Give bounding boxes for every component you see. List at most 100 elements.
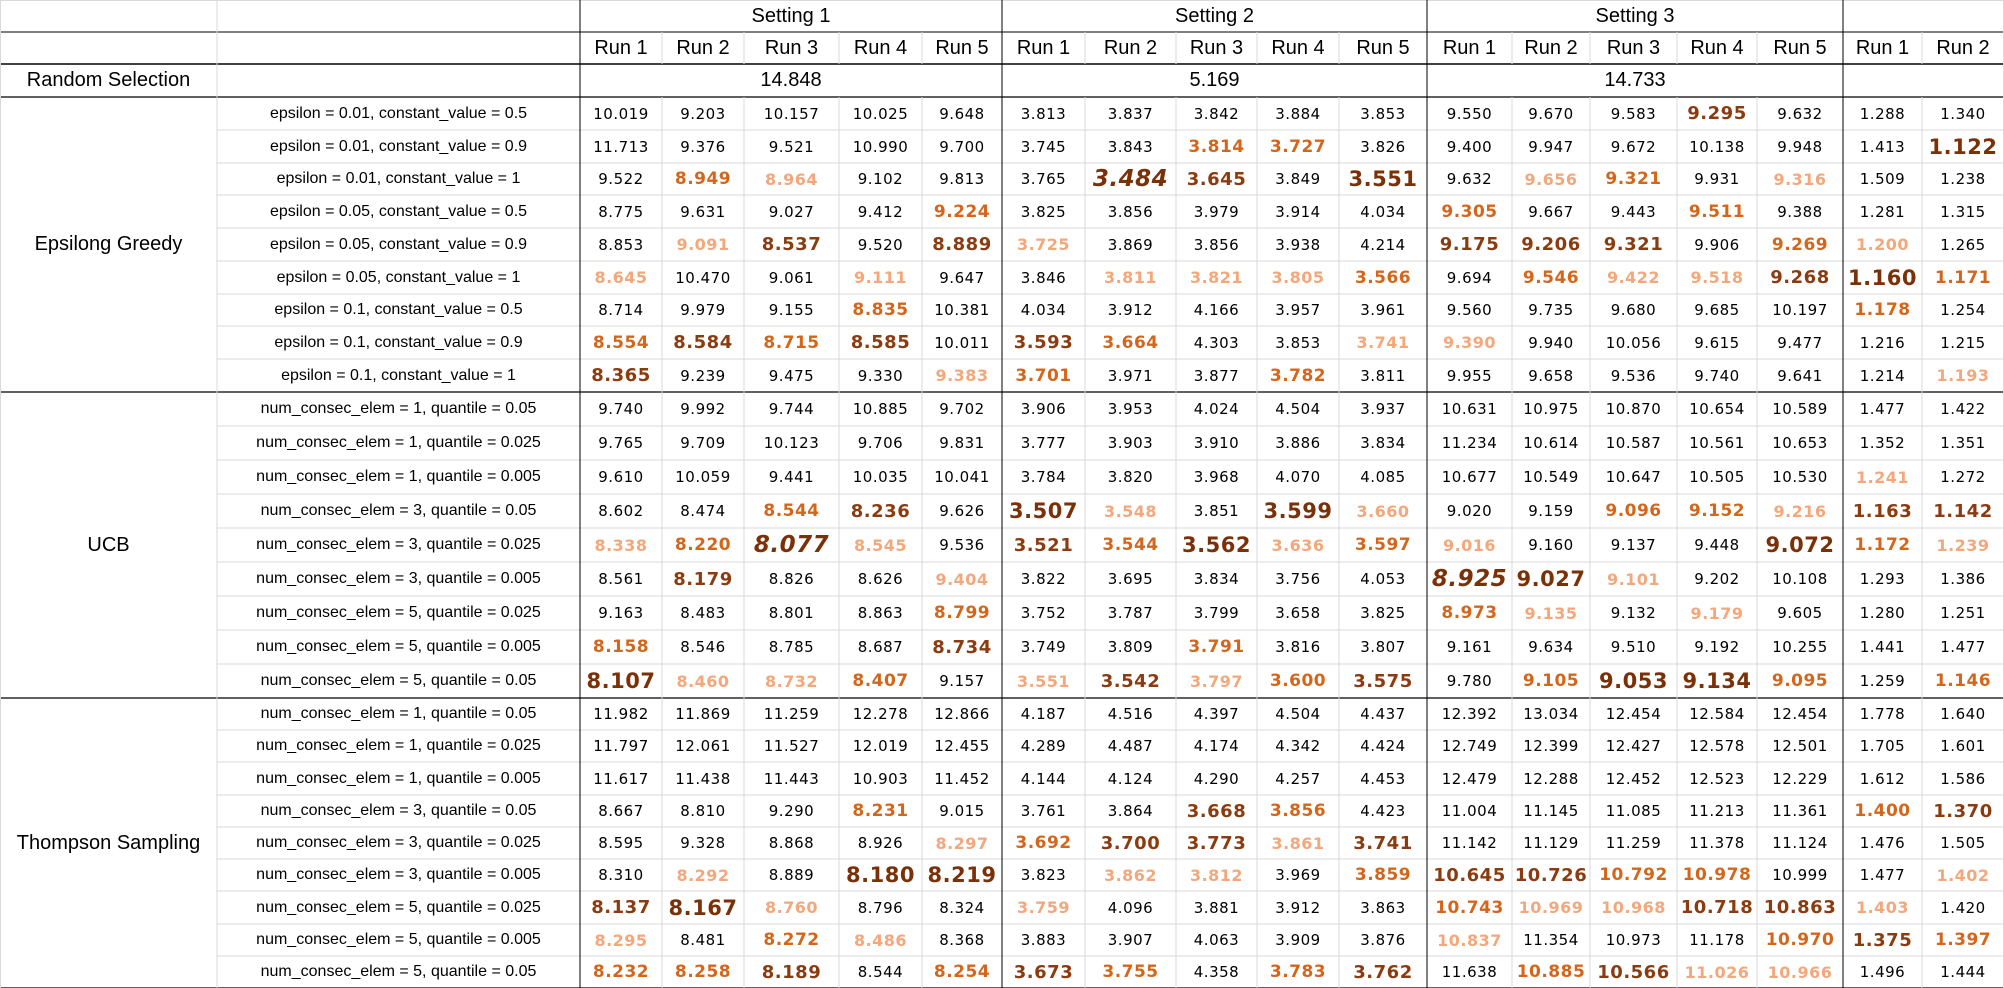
table-cell: 3.548 (1103, 501, 1158, 521)
table-cell: 3.725 (1016, 235, 1071, 254)
table-cell: 1.612 (1859, 769, 1906, 788)
table-cell: 3.823 (1020, 866, 1067, 884)
table-cell: 9.095 (1771, 671, 1829, 691)
table-cell: 10.123 (763, 434, 820, 452)
table-cell: 1.477 (1940, 638, 1986, 656)
table-cell: 10.966 (1767, 962, 1833, 982)
table-cell: 9.027 (1516, 567, 1586, 591)
table-cell: 9.955 (1446, 366, 1493, 385)
run-header: Run 5 (1773, 36, 1827, 59)
table-cell: 9.295 (1687, 103, 1747, 124)
table-cell: 3.636 (1271, 535, 1325, 555)
table-cell: 3.979 (1193, 202, 1240, 221)
table-cell: 9.626 (939, 502, 985, 520)
table-cell: 3.938 (1275, 235, 1321, 254)
table-cell: 11.085 (1605, 802, 1662, 820)
table-cell: 9.680 (1610, 301, 1657, 319)
table-cell: 12.454 (1605, 705, 1662, 723)
table-cell: 3.861 (1271, 833, 1325, 853)
run-header: Run 1 (594, 36, 648, 59)
table-cell: 3.849 (1275, 170, 1321, 188)
table-cell: 10.975 (1523, 400, 1579, 418)
table-cell: 1.238 (1940, 170, 1986, 188)
table-cell: 3.562 (1182, 533, 1251, 557)
table-cell: 10.654 (1689, 400, 1745, 418)
table-cell: 1.122 (1928, 134, 1998, 159)
table-cell: 8.799 (933, 603, 991, 623)
table-cell: 9.376 (680, 137, 726, 156)
table-cell: 9.940 (1528, 333, 1574, 352)
table-cell: 4.289 (1020, 737, 1067, 755)
table-cell: 4.124 (1107, 769, 1154, 788)
table-cell: 9.522 (598, 170, 644, 188)
table-cell: 1.420 (1940, 898, 1986, 917)
table-cell: 1.251 (1940, 604, 1986, 622)
table-cell: 9.647 (939, 268, 985, 287)
table-cell: 3.761 (1020, 802, 1067, 820)
table-cell: 9.685 (1694, 301, 1740, 319)
table-cell: 9.831 (939, 434, 985, 452)
table-cell: 8.585 (850, 332, 911, 353)
table-cell: 9.321 (1605, 169, 1662, 189)
table-cell: 8.310 (598, 866, 644, 884)
table-cell: 9.400 (1446, 137, 1493, 156)
table-cell: 12.392 (1441, 705, 1498, 723)
table-cell: 8.077 (753, 532, 830, 558)
table-cell: 4.187 (1020, 705, 1067, 723)
config-label: num_consec_elem = 5, quantile = 0.025 (256, 898, 541, 916)
config-label: num_consec_elem = 5, quantile = 0.005 (256, 638, 541, 655)
table-cell: 8.232 (592, 962, 650, 982)
table-cell: 3.544 (1102, 535, 1159, 555)
config-label: num_consec_elem = 3, quantile = 0.05 (260, 502, 537, 519)
table-cell: 9.290 (768, 802, 815, 820)
table-cell: 3.700 (1100, 832, 1161, 854)
table-cell: 9.583 (1610, 104, 1657, 123)
table-cell: 3.881 (1193, 898, 1240, 917)
table-cell: 3.773 (1186, 832, 1247, 854)
table-cell: 1.216 (1859, 333, 1906, 352)
table-cell: 9.670 (1528, 104, 1574, 123)
table-cell: 1.272 (1940, 468, 1986, 486)
table-cell: 1.241 (1855, 467, 1910, 487)
group-label: Epsilong Greedy (34, 233, 183, 255)
table-cell: 3.782 (1269, 365, 1327, 386)
table-cell: 8.863 (857, 604, 904, 622)
table-cell: 12.288 (1523, 769, 1579, 788)
table-cell: 8.258 (674, 962, 732, 982)
table-cell: 8.368 (939, 931, 985, 949)
table-cell: 3.837 (1107, 104, 1154, 123)
table-cell: 3.755 (1102, 962, 1159, 982)
table-cell: 1.477 (1859, 866, 1906, 884)
table-cell: 1.400 (1854, 801, 1911, 821)
table-cell: 10.505 (1689, 468, 1745, 486)
table-cell: 3.752 (1020, 604, 1067, 622)
config-label: epsilon = 0.05, constant_value = 0.5 (269, 202, 528, 220)
setting-header: Setting 1 (751, 4, 831, 27)
table-cell: 3.762 (1353, 961, 1413, 983)
table-cell: 8.826 (768, 570, 815, 588)
table-cell: 1.259 (1859, 672, 1906, 690)
table-cell: 8.546 (680, 638, 726, 656)
run-header: Run 1 (1442, 36, 1497, 59)
table-cell: 3.884 (1275, 104, 1321, 123)
table-cell: 8.715 (763, 332, 820, 353)
table-cell: 8.595 (598, 834, 644, 852)
table-cell: 10.647 (1605, 468, 1662, 486)
table-cell: 10.885 (852, 400, 909, 418)
table-cell: 9.632 (1446, 170, 1493, 188)
table-cell: 9.510 (1610, 638, 1657, 656)
table-cell: 1.293 (1859, 570, 1906, 588)
config-label: num_consec_elem = 5, quantile = 0.05 (260, 963, 537, 980)
table-cell: 8.732 (764, 671, 819, 691)
table-cell: 3.645 (1186, 168, 1247, 190)
table-cell: 9.016 (1442, 535, 1497, 555)
random-selection-value: 14.848 (760, 69, 822, 91)
table-cell: 11.354 (1523, 931, 1579, 949)
table-cell: 9.632 (1777, 104, 1823, 123)
table-cell: 1.352 (1859, 434, 1906, 452)
table-cell: 9.268 (1770, 267, 1830, 288)
table-cell: 9.157 (939, 672, 985, 690)
table-cell: 1.280 (1859, 604, 1906, 622)
table-cell: 10.025 (852, 104, 909, 123)
